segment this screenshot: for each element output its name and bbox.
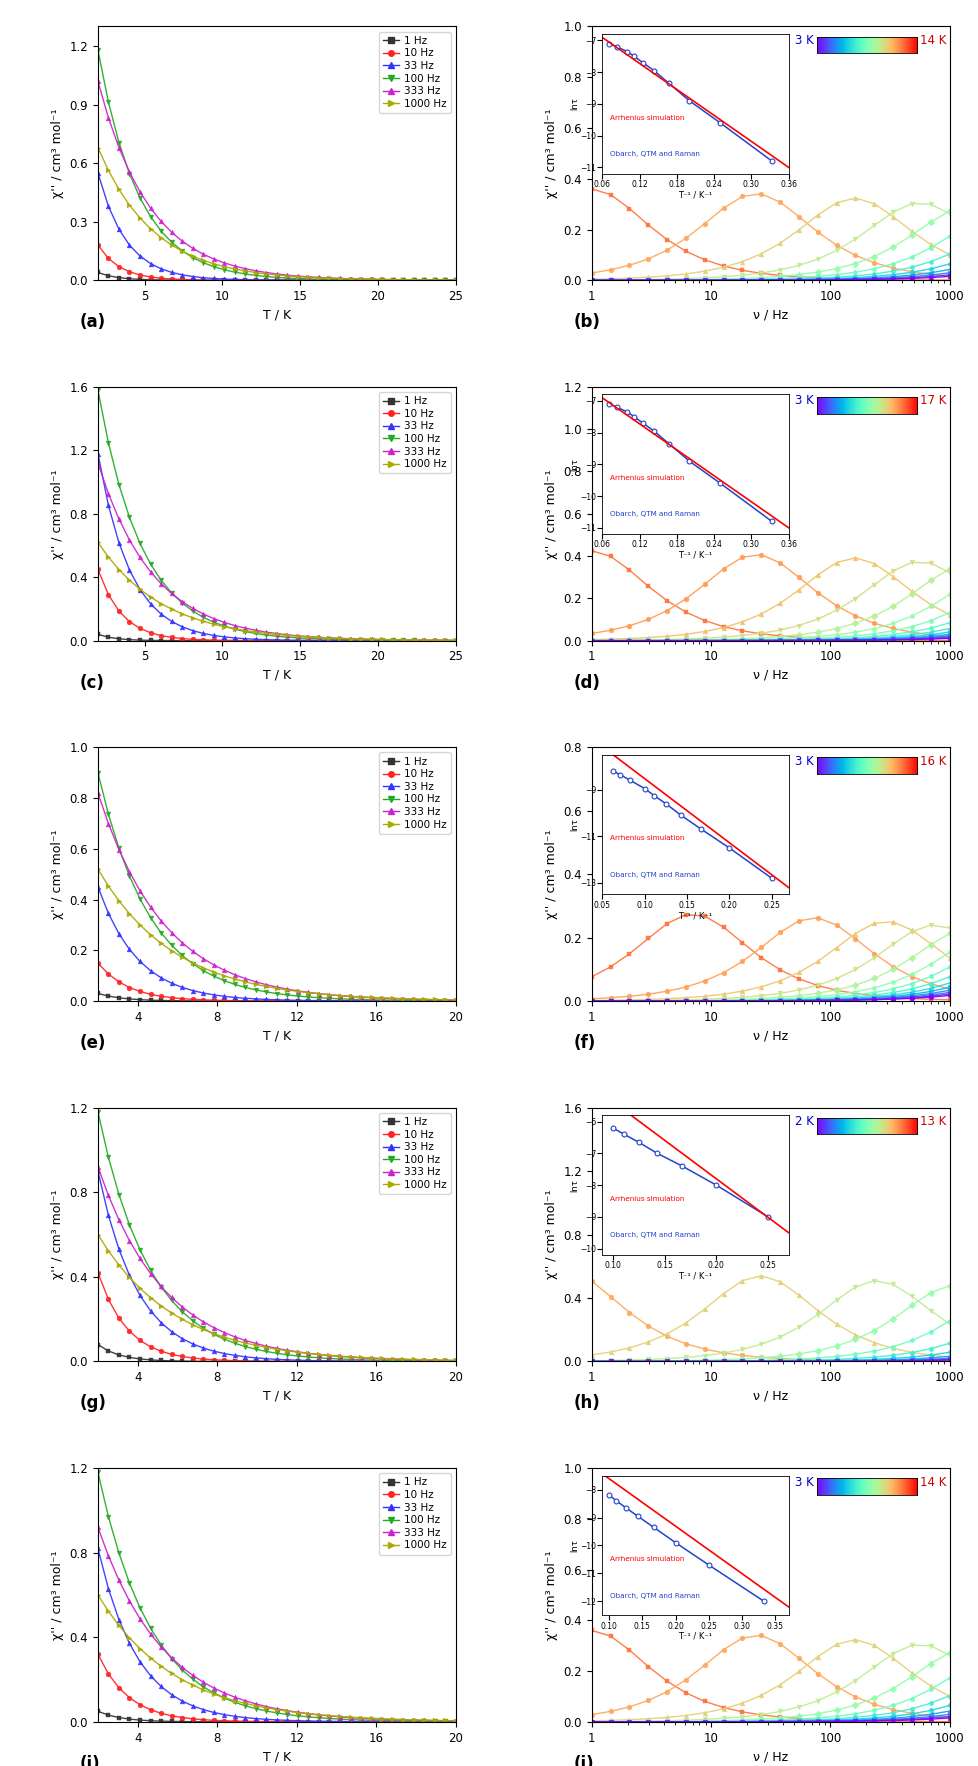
Y-axis label: χ'' / cm³ mol⁻¹: χ'' / cm³ mol⁻¹ bbox=[51, 109, 64, 198]
Y-axis label: χ'' / cm³ mol⁻¹: χ'' / cm³ mol⁻¹ bbox=[51, 470, 64, 558]
Legend: 1 Hz, 10 Hz, 33 Hz, 100 Hz, 333 Hz, 1000 Hz: 1 Hz, 10 Hz, 33 Hz, 100 Hz, 333 Hz, 1000… bbox=[378, 1473, 450, 1554]
Y-axis label: χ'' / cm³ mol⁻¹: χ'' / cm³ mol⁻¹ bbox=[545, 109, 557, 198]
Text: (j): (j) bbox=[573, 1755, 594, 1766]
Y-axis label: χ'' / cm³ mol⁻¹: χ'' / cm³ mol⁻¹ bbox=[51, 1190, 64, 1279]
Text: (b): (b) bbox=[573, 313, 600, 332]
Legend: 1 Hz, 10 Hz, 33 Hz, 100 Hz, 333 Hz, 1000 Hz: 1 Hz, 10 Hz, 33 Hz, 100 Hz, 333 Hz, 1000… bbox=[378, 392, 450, 473]
Text: 3 K: 3 K bbox=[794, 754, 813, 768]
X-axis label: T / K: T / K bbox=[262, 1030, 290, 1042]
Text: (e): (e) bbox=[80, 1035, 107, 1053]
Text: 3 K: 3 K bbox=[794, 1476, 813, 1489]
Text: (i): (i) bbox=[80, 1755, 101, 1766]
Y-axis label: χ'' / cm³ mol⁻¹: χ'' / cm³ mol⁻¹ bbox=[544, 1190, 557, 1279]
Text: (c): (c) bbox=[80, 673, 105, 692]
Legend: 1 Hz, 10 Hz, 33 Hz, 100 Hz, 333 Hz, 1000 Hz: 1 Hz, 10 Hz, 33 Hz, 100 Hz, 333 Hz, 1000… bbox=[378, 32, 450, 113]
Text: (g): (g) bbox=[80, 1395, 107, 1413]
X-axis label: ν / Hz: ν / Hz bbox=[752, 309, 787, 321]
X-axis label: ν / Hz: ν / Hz bbox=[752, 1390, 787, 1402]
X-axis label: T / K: T / K bbox=[262, 309, 290, 321]
Text: 14 K: 14 K bbox=[918, 1476, 945, 1489]
Legend: 1 Hz, 10 Hz, 33 Hz, 100 Hz, 333 Hz, 1000 Hz: 1 Hz, 10 Hz, 33 Hz, 100 Hz, 333 Hz, 1000… bbox=[378, 1113, 450, 1194]
Text: 17 K: 17 K bbox=[918, 394, 945, 408]
X-axis label: ν / Hz: ν / Hz bbox=[752, 1030, 787, 1042]
Y-axis label: χ'' / cm³ mol⁻¹: χ'' / cm³ mol⁻¹ bbox=[51, 830, 64, 918]
Y-axis label: χ'' / cm³ mol⁻¹: χ'' / cm³ mol⁻¹ bbox=[545, 830, 557, 918]
Text: 3 K: 3 K bbox=[794, 34, 813, 48]
X-axis label: ν / Hz: ν / Hz bbox=[752, 1750, 787, 1762]
Y-axis label: χ'' / cm³ mol⁻¹: χ'' / cm³ mol⁻¹ bbox=[545, 1551, 557, 1639]
Y-axis label: χ'' / cm³ mol⁻¹: χ'' / cm³ mol⁻¹ bbox=[51, 1551, 64, 1639]
X-axis label: T / K: T / K bbox=[262, 669, 290, 682]
Text: 16 K: 16 K bbox=[918, 754, 945, 768]
Y-axis label: χ'' / cm³ mol⁻¹: χ'' / cm³ mol⁻¹ bbox=[544, 470, 557, 558]
Text: (a): (a) bbox=[80, 313, 106, 332]
X-axis label: ν / Hz: ν / Hz bbox=[752, 669, 787, 682]
Text: (h): (h) bbox=[573, 1395, 600, 1413]
Text: 2 K: 2 K bbox=[794, 1116, 813, 1128]
Text: 3 K: 3 K bbox=[794, 394, 813, 408]
Text: 13 K: 13 K bbox=[919, 1116, 945, 1128]
Text: (f): (f) bbox=[573, 1035, 596, 1053]
Text: 14 K: 14 K bbox=[918, 34, 945, 48]
Legend: 1 Hz, 10 Hz, 33 Hz, 100 Hz, 333 Hz, 1000 Hz: 1 Hz, 10 Hz, 33 Hz, 100 Hz, 333 Hz, 1000… bbox=[378, 752, 450, 834]
Text: (d): (d) bbox=[573, 673, 600, 692]
X-axis label: T / K: T / K bbox=[262, 1390, 290, 1402]
X-axis label: T / K: T / K bbox=[262, 1750, 290, 1762]
